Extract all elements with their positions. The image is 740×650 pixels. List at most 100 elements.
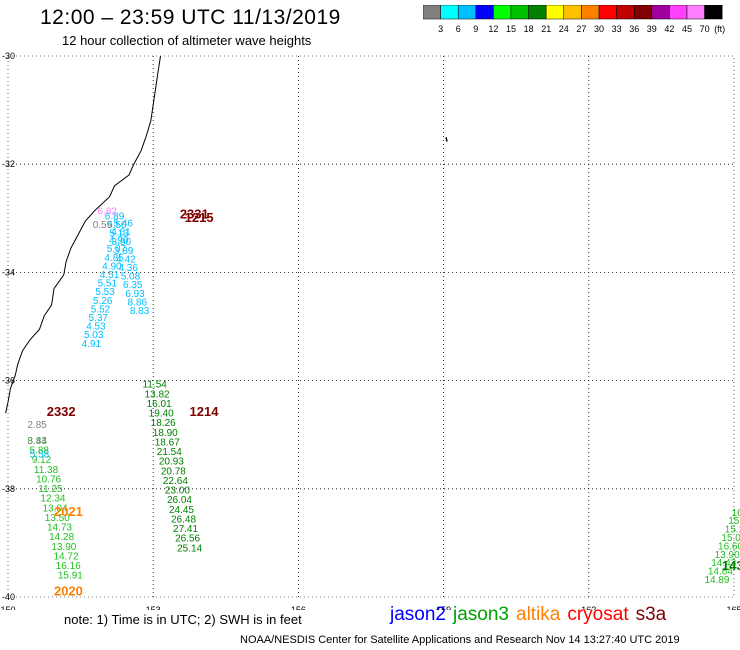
wave-height-value: 5.52 — [91, 304, 111, 315]
wave-height-value: 11.25 — [38, 484, 63, 495]
colorbar-tick-label: 6 — [456, 24, 461, 34]
colorbar-unit: (ft) — [714, 24, 725, 34]
latitude-label: -38 — [2, 484, 15, 494]
colorbar-tick-label: 21 — [541, 24, 551, 34]
wave-height-value: 5.26 — [93, 296, 113, 307]
wave-height-value: 19.40 — [149, 409, 174, 420]
pass-time-label: 1215 — [185, 210, 214, 225]
wave-height-value: 5.08 — [121, 272, 141, 283]
colorbar-tick-label: 30 — [594, 24, 604, 34]
island-marker — [445, 136, 448, 142]
wave-height-value: 26.56 — [175, 534, 200, 545]
longitude-label: 150 — [0, 605, 15, 610]
colorbar-tick-label: 33 — [612, 24, 622, 34]
colorbar-swatch — [704, 5, 723, 20]
wave-height-value: 3.90 — [112, 237, 132, 248]
longitude-label: 153 — [146, 605, 161, 610]
wave-height-value: 12.34 — [40, 494, 65, 505]
wave-height-value: 0.59 — [93, 220, 113, 231]
wave-height-value: 14.28 — [49, 532, 74, 543]
legend-s3a: s3a — [635, 604, 667, 625]
longitude-label: 156 — [291, 605, 306, 610]
legend-cryosat: cryosat — [567, 604, 629, 625]
wave-height-value: 18.90 — [153, 428, 178, 439]
wave-height-value: 24.45 — [169, 505, 194, 516]
wave-height-value: 15.06 — [721, 533, 740, 544]
wave-height-value: 20.93 — [159, 457, 184, 468]
wave-height-value: 15.2 — [725, 525, 740, 536]
pass-time-label: 143 — [722, 558, 740, 573]
wave-height-value: 4.53 — [86, 322, 106, 333]
color-scale-bar: 3 6 9 12 15 18 21 24 27 30 33 36 39 42 45 70 (ft) — [423, 5, 725, 34]
wave-height-value: 5.03 — [84, 330, 104, 341]
wave-height-value: 4.90 — [109, 236, 129, 247]
pass-time-label: 2331 — [180, 206, 209, 221]
longitude-label: 162 — [581, 605, 596, 610]
wave-height-value: 14.64 — [708, 567, 733, 578]
wave-height-value: 4.42 — [116, 254, 136, 265]
wave-height-value: 5.50 — [107, 220, 127, 231]
wave-height-value: 2.85 — [27, 420, 47, 431]
legend-jason3: jason3 — [453, 604, 509, 625]
coastline — [5, 55, 161, 414]
wave-height-value: 26.04 — [167, 495, 192, 506]
latitude-label: -34 — [2, 267, 15, 277]
wave-height-value: 11.38 — [34, 465, 59, 476]
wave-height-value: 23.00 — [165, 486, 190, 497]
wave-height-value: 15.2 — [728, 516, 740, 527]
pass-time-label: 2020 — [54, 583, 83, 598]
wave-height-value: 15.91 — [58, 571, 83, 582]
wave-height-value: 16.60 — [718, 541, 740, 552]
wave-height-value: 5.07 — [107, 244, 127, 255]
wave-height-value: 13.90 — [51, 542, 76, 553]
colorbar-tick-label: 12 — [488, 24, 498, 34]
colorbar-tick-label: 36 — [629, 24, 639, 34]
wave-height-map: 150 153 156 159 162 165-30-32-34-36-38-405.46… — [0, 51, 740, 610]
wave-height-value: 26.48 — [171, 514, 196, 525]
colorbar-tick-label: 39 — [647, 24, 657, 34]
wave-height-value: 6.82 — [98, 207, 118, 218]
colorbar-tick-label: 27 — [576, 24, 586, 34]
longitude-label: 159 — [436, 605, 451, 610]
wave-height-value: 10.76 — [36, 474, 61, 485]
colorbar-tick-label: 9 — [473, 24, 478, 34]
pass-time-label: 2021 — [54, 504, 83, 519]
colorbar-tick-label: 3 — [438, 24, 443, 34]
wave-height-value: 8.43 — [27, 436, 47, 447]
latitude-label: -36 — [2, 376, 15, 386]
colorbar-tick-label: 70 — [700, 24, 710, 34]
footnote: note: 1) Time is in UTC; 2) SWH is in fe… — [64, 612, 302, 627]
wave-height-value: 3.84 — [27, 436, 47, 447]
map-title: 12:00 – 23:59 UTC 11/13/2019 — [40, 6, 341, 29]
map-subtitle: 12 hour collection of altimeter wave hei… — [62, 33, 312, 48]
wave-height-value: 4.85 — [104, 253, 124, 264]
colorbar-tick-label: 15 — [506, 24, 516, 34]
wave-height-value: 13.82 — [145, 389, 170, 400]
colorbar-tick-label: 24 — [559, 24, 569, 34]
wave-height-value: 18.67 — [155, 437, 180, 448]
colorbar-tick-label: 42 — [664, 24, 674, 34]
wave-height-value: 14.73 — [47, 523, 72, 534]
legend-altika: altika — [516, 604, 561, 625]
wave-height-value: 16.16 — [56, 561, 81, 572]
wave-height-value: 13.90 — [715, 550, 740, 561]
wave-height-value: 13.04 — [43, 503, 68, 514]
wave-height-value: 5.58 — [30, 449, 50, 460]
wave-height-value: 8.83 — [130, 306, 150, 317]
wave-height-value: 5.13 — [109, 229, 129, 240]
wave-height-value: 5.53 — [95, 287, 115, 298]
wave-height-value: 11.54 — [143, 380, 168, 391]
wave-height-value: 14.72 — [53, 551, 78, 562]
wave-height-value: 5.51 — [98, 279, 118, 290]
wave-height-value: 21.54 — [157, 447, 182, 458]
wave-height-value: 14.89 — [704, 575, 729, 586]
wave-height-value: 5.37 — [88, 313, 108, 324]
wave-height-value: 14.43 — [711, 558, 736, 569]
wave-height-value: 4.61 — [111, 227, 131, 238]
latitude-label: -32 — [2, 159, 15, 169]
longitude-label: 165 — [726, 605, 740, 610]
wave-height-value: 5.46 — [114, 218, 134, 229]
wave-height-value: 6.35 — [123, 280, 143, 291]
satellite-legend: jason2 jason3 altika cryosat s3a — [390, 604, 673, 626]
wave-height-value: 6.93 — [125, 289, 145, 300]
